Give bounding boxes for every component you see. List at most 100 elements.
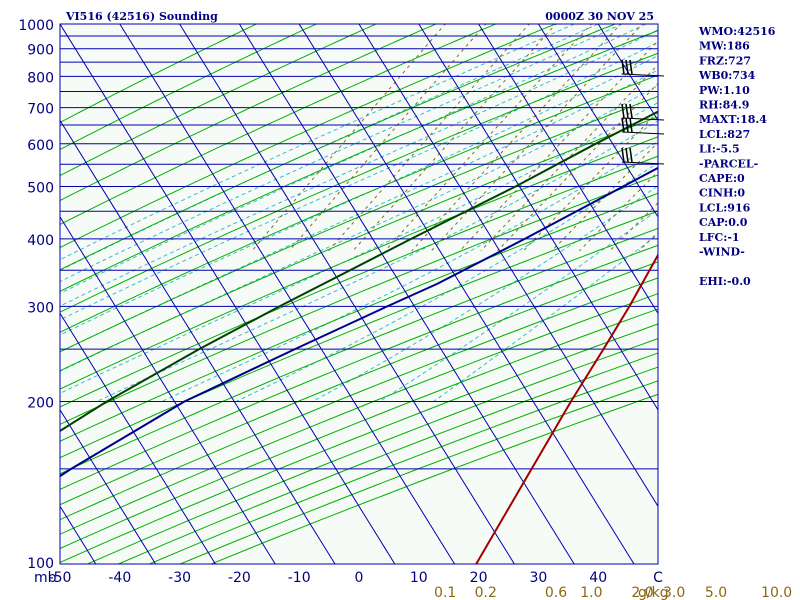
isotherm-line [179,24,515,564]
isotherms [60,24,658,564]
temperature-tick-labels: -50 -40 -30 -20 -10 0 10 20 30 40 C [49,570,664,586]
isotherm-line [238,24,575,564]
pressure-tick-label: 900 [27,43,54,59]
mixing-ratio-tick-label: 5.0 [705,585,727,600]
plot-area [60,24,658,564]
mixing-ratio-line [352,24,557,252]
wind-barb-flag [629,147,633,163]
pressure-tick-label: 100 [27,556,54,572]
index-line: WB0:734 [698,69,756,82]
pressure-tick-label: 200 [27,395,54,411]
index-line: CAPE:0 [699,172,745,185]
index-line: MW:186 [699,40,750,53]
pressure-tick-label: 700 [27,102,54,118]
index-line: LCL:827 [699,128,750,141]
index-line: EHI:-0.0 [699,275,751,288]
sounding-time: 0000Z 30 NOV 25 [545,10,654,23]
isotherm-line [60,408,157,564]
index-line: -PARCEL- [699,157,758,170]
isotherm-line [358,24,658,508]
moist-adiabat-line [60,29,658,307]
temperature-tick-label: -20 [228,570,251,586]
mixing-ratio-line [288,24,487,252]
mixing-ratio-tick-label: 2.0 [631,585,653,600]
temperature-tick-label: 40 [589,570,607,586]
index-line: LCL:916 [699,201,751,214]
pressure-tick-label: 600 [27,138,54,154]
index-line: PW:1.10 [699,84,750,97]
wind-barb-flag [629,59,633,75]
temperature-tick-label: 10 [410,570,428,586]
temperature-tick-label: 30 [529,570,547,586]
temperature-tick-label: -10 [288,570,311,586]
isotherm-line [478,24,658,315]
grid-lines [60,24,658,564]
isotherm-line [298,24,635,564]
mixing-ratio-line [328,24,530,252]
moist-adiabat-line [312,185,658,402]
mixing-ratio-lines [251,24,658,252]
pressure-tick-labels: 100 200 300 400 500 600 700 800 900 1000 [18,18,54,572]
mixing-ratio-line [497,82,658,252]
index-line: -WIND- [699,246,745,259]
wind-barb-flag [621,59,625,75]
isotherm-line [418,24,658,411]
moist-adiabat-line [60,84,658,372]
wind-barb-flag [621,103,625,119]
mixing-ratio-line [430,24,644,252]
isotherm-line [60,215,276,564]
index-line: CAP:0.0 [699,216,748,229]
pressure-tick-label: 800 [27,70,54,86]
wind-barb-staff [621,73,665,77]
isotherm-line [60,312,216,564]
wind-barb-flag [625,147,629,163]
mixing-ratio-tick-label: 0.1 [434,585,456,600]
wind-barb-flag [629,117,633,133]
wind-barb-staff [621,161,665,165]
temperature-tick-label: -30 [168,570,191,586]
pressure-unit-label: mb [34,570,57,586]
isotherm-line [60,119,336,564]
wind-barb-flag [621,117,625,133]
index-line: WMO:42516 [698,25,776,38]
pressure-tick-label: 400 [27,233,54,249]
index-line: RH:84.9 [699,99,749,112]
pressure-tick-label: 300 [27,300,54,316]
plot-frame [59,23,659,565]
pressure-tick-label: 1000 [18,18,54,34]
moist-adiabat-line [96,120,658,402]
mixing-ratio-unit-label: g/kg [638,585,669,600]
wind-barbs [621,59,665,165]
sounding-profile-line [475,253,658,564]
moist-adiabat-line [379,209,658,402]
temperature-tick-label: -40 [108,570,131,586]
sounding-profile-line [60,166,658,478]
moist-adiabat-line [235,162,658,402]
wind-barb-flag [629,103,633,119]
pressure-tick-label: 500 [27,181,54,197]
index-line: MAXT:18.4 [699,113,767,126]
moist-adiabat-line [60,41,658,321]
mixing-ratio-line [579,170,658,252]
mixing-ratio-tick-label: 10.0 [761,585,792,600]
isotherm-line [537,24,658,218]
mixing-ratio-tick-label: 0.2 [475,585,497,600]
temperature-tick-label: 20 [470,570,488,586]
sounding-title: VI516 (42516) Sounding [65,10,218,23]
wind-barb-flag [625,59,629,75]
index-line: FRZ:727 [699,54,751,67]
mixing-ratio-tick-label: 1.0 [580,585,602,600]
mixing-ratio-tick-label: 3.0 [663,585,685,600]
mixing-ratio-line [411,24,622,252]
isotherm-line [119,24,456,564]
mixing-ratio-tick-label: 0.6 [545,585,567,600]
wind-barb-flag [621,147,625,163]
mixing-ratio-line [459,40,658,252]
index-line: CINH:0 [699,187,745,200]
wind-barb-flag [625,103,629,119]
wind-barb-staff [621,117,665,121]
wind-barb-flag [625,117,629,133]
isotherm-line [60,24,396,564]
